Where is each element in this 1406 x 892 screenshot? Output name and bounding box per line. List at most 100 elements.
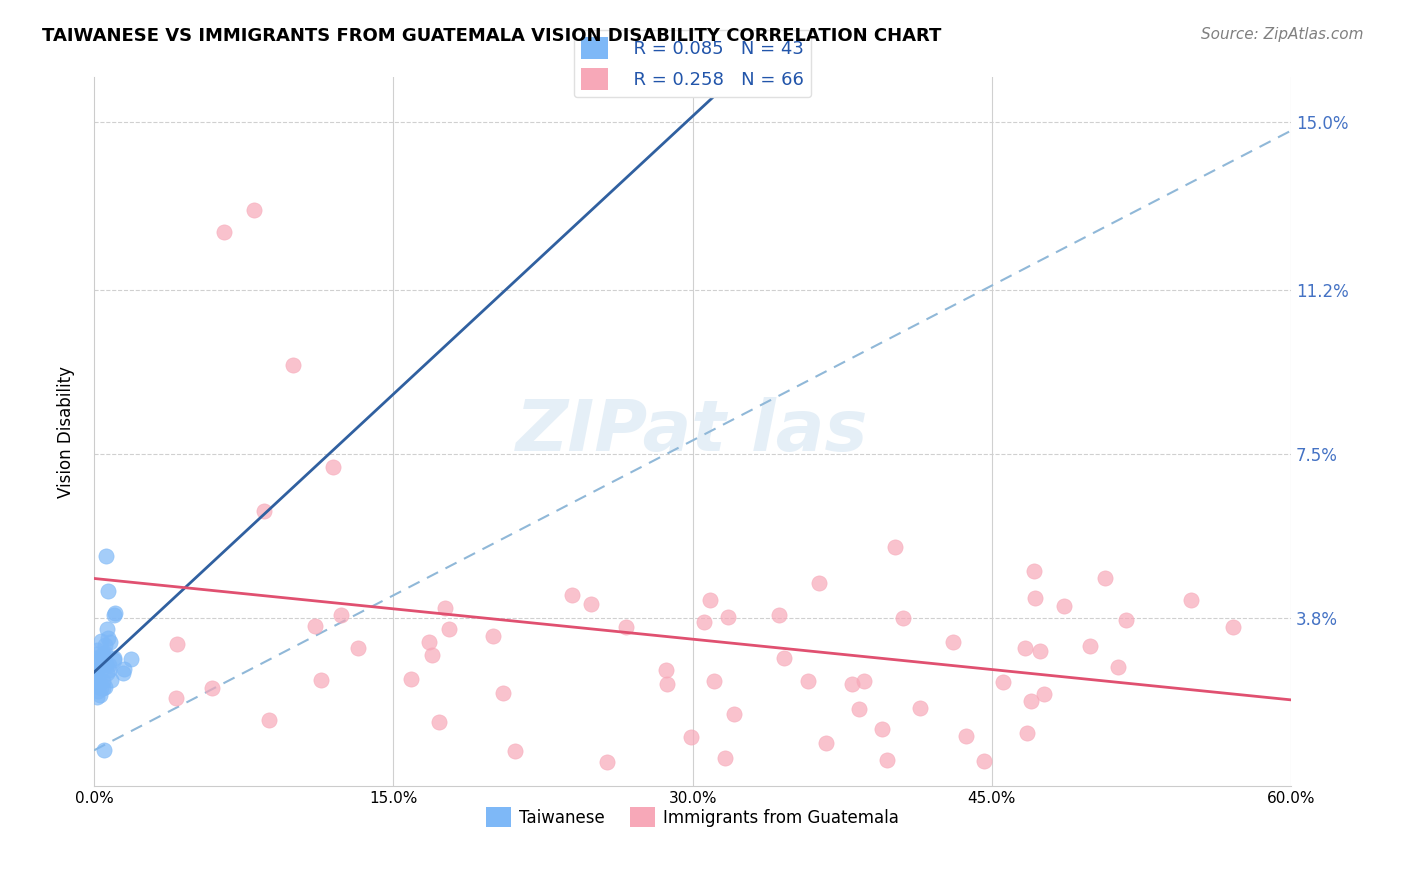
- Point: [103, 651, 125, 665]
- Text: ZIPat las: ZIPat las: [516, 397, 869, 467]
- Point: [84, 663, 107, 677]
- Point: [1053, 599, 1076, 613]
- Point: [84, 650, 107, 665]
- Point: [491, 686, 513, 700]
- Point: [1015, 725, 1038, 739]
- Point: [422, 648, 444, 662]
- Point: [433, 600, 456, 615]
- Point: [1115, 613, 1137, 627]
- Point: [87, 655, 110, 669]
- Point: [679, 730, 702, 744]
- Point: [242, 203, 264, 218]
- Point: [283, 358, 305, 372]
- Point: [891, 611, 914, 625]
- Legend: Taiwanese, Immigrants from Guatemala: Taiwanese, Immigrants from Guatemala: [479, 800, 905, 834]
- Point: [347, 641, 370, 656]
- Point: [437, 622, 460, 636]
- Point: [94, 639, 117, 653]
- Point: [84, 675, 107, 690]
- Point: [84, 663, 107, 677]
- Point: [86, 690, 108, 704]
- Point: [104, 606, 127, 620]
- Point: [97, 657, 120, 672]
- Point: [399, 673, 422, 687]
- Point: [84, 679, 107, 693]
- Point: [815, 736, 838, 750]
- Point: [93, 743, 115, 757]
- Point: [1024, 591, 1046, 605]
- Point: [87, 684, 110, 698]
- Point: [714, 750, 737, 764]
- Point: [717, 610, 740, 624]
- Point: [808, 576, 831, 591]
- Point: [482, 629, 505, 643]
- Point: [853, 673, 876, 688]
- Point: [768, 607, 790, 622]
- Point: [908, 700, 931, 714]
- Point: [693, 615, 716, 629]
- Point: [579, 597, 602, 611]
- Point: [84, 647, 107, 661]
- Point: [94, 680, 117, 694]
- Point: [84, 674, 107, 689]
- Point: [1014, 641, 1036, 656]
- Text: TAIWANESE VS IMMIGRANTS FROM GUATEMALA VISION DISABILITY CORRELATION CHART: TAIWANESE VS IMMIGRANTS FROM GUATEMALA V…: [42, 27, 942, 45]
- Point: [93, 648, 115, 662]
- Point: [91, 661, 114, 675]
- Point: [773, 651, 796, 665]
- Point: [212, 226, 235, 240]
- Point: [329, 608, 352, 623]
- Point: [1022, 564, 1045, 578]
- Point: [86, 643, 108, 657]
- Point: [1032, 687, 1054, 701]
- Point: [876, 752, 898, 766]
- Point: [91, 674, 114, 689]
- Point: [993, 675, 1015, 690]
- Point: [654, 664, 676, 678]
- Point: [91, 681, 114, 696]
- Point: [91, 649, 114, 664]
- Point: [257, 713, 280, 727]
- Point: [796, 673, 818, 688]
- Point: [86, 663, 108, 677]
- Point: [870, 723, 893, 737]
- Point: [1222, 620, 1244, 634]
- Point: [973, 754, 995, 768]
- Point: [87, 675, 110, 690]
- Point: [848, 702, 870, 716]
- Point: [103, 653, 125, 667]
- Point: [94, 549, 117, 563]
- Point: [699, 593, 721, 607]
- Point: [100, 673, 122, 688]
- Point: [112, 662, 135, 676]
- Point: [97, 584, 120, 599]
- Point: [1029, 643, 1052, 657]
- Point: [942, 635, 965, 649]
- Point: [111, 666, 134, 681]
- Point: [418, 635, 440, 649]
- Text: Source: ZipAtlas.com: Source: ZipAtlas.com: [1201, 27, 1364, 42]
- Point: [309, 673, 332, 688]
- Point: [96, 623, 118, 637]
- Point: [201, 681, 224, 695]
- Point: [97, 632, 120, 646]
- Point: [322, 460, 344, 475]
- Point: [503, 744, 526, 758]
- Point: [89, 688, 111, 702]
- Point: [98, 663, 121, 677]
- Point: [1094, 571, 1116, 585]
- Point: [1107, 659, 1129, 673]
- Point: [1180, 592, 1202, 607]
- Point: [252, 504, 274, 518]
- Point: [703, 673, 725, 688]
- Point: [120, 652, 142, 666]
- Point: [1019, 694, 1042, 708]
- Point: [657, 677, 679, 691]
- Point: [96, 666, 118, 681]
- Point: [166, 637, 188, 651]
- Y-axis label: Vision Disability: Vision Disability: [58, 366, 75, 498]
- Point: [94, 646, 117, 660]
- Point: [91, 649, 114, 664]
- Point: [841, 677, 863, 691]
- Point: [955, 729, 977, 743]
